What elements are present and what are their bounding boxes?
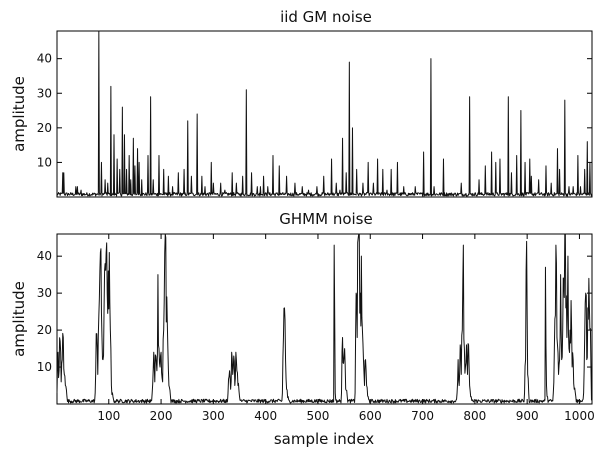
chart-2-xtick-label: 1000	[564, 409, 594, 423]
chart-2-xtick-label: 600	[359, 409, 382, 423]
chart-2-xtick-label: 900	[516, 409, 539, 423]
chart-2-ytick-label: 40	[37, 249, 52, 263]
chart-iid-gm-noise: iid GM noise amplitude 10 20 30 40	[10, 8, 593, 198]
chart-2-xtick-label: 500	[307, 409, 330, 423]
chart-2-ytick-label: 30	[37, 286, 52, 300]
chart-2-ytick-label: 20	[37, 323, 52, 337]
chart-1-ytick-label: 30	[37, 86, 52, 100]
chart-1-ytick-label: 10	[37, 155, 52, 169]
chart-1-series-line	[56, 30, 593, 197]
chart-2-frame	[56, 233, 593, 405]
chart-1-y-axis: 10 20 30 40	[37, 52, 592, 169]
chart-1-title: iid GM noise	[280, 8, 372, 26]
chart-1-ytick-label: 20	[37, 121, 52, 135]
chart-2-xtick-label: 100	[97, 409, 120, 423]
chart-2-ylabel: amplitude	[10, 281, 28, 357]
chart-2-xtick-label: 800	[463, 409, 486, 423]
chart-2-title: GHMM noise	[279, 210, 372, 228]
chart-ghmm-noise: GHMM noise amplitude sample index 10 20 30…	[10, 210, 594, 448]
chart-2-xtick-label: 300	[202, 409, 225, 423]
chart-2-axes: 10 20 30 40 100 200 300 400 500 600 700 800 900 1000	[37, 234, 594, 423]
chart-2-xtick-label: 200	[150, 409, 173, 423]
chart-1-ylabel: amplitude	[10, 76, 28, 152]
chart-1-frame	[56, 30, 593, 198]
chart-2-xtick-label: 400	[254, 409, 277, 423]
chart-1-ytick-label: 40	[37, 52, 52, 66]
chart-2-xlabel: sample index	[274, 430, 374, 448]
chart-2-xtick-label: 700	[411, 409, 434, 423]
chart-2-ytick-label: 10	[37, 360, 52, 374]
chart-2-series-line	[56, 233, 593, 404]
